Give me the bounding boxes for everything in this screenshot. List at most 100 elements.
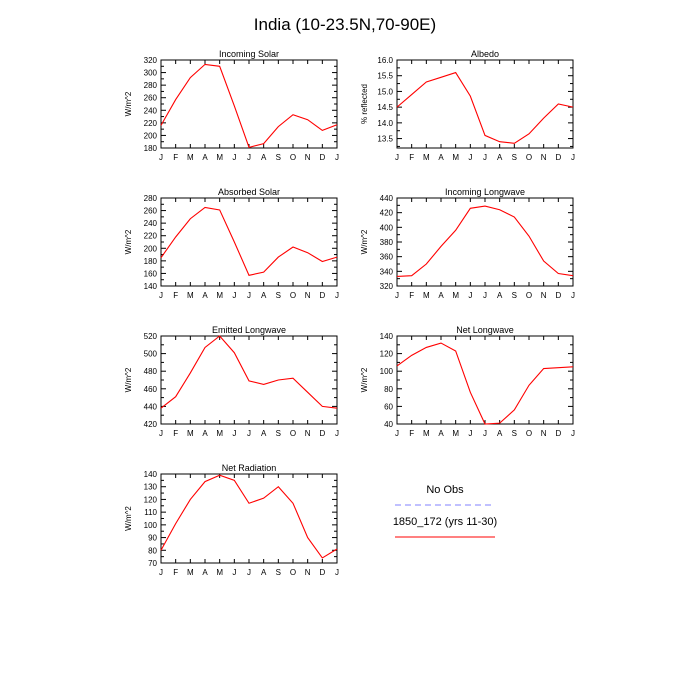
x-tick-label: N [541, 291, 547, 300]
x-tick-label: J [468, 291, 472, 300]
y-axis-label: W/m^2 [124, 506, 133, 531]
x-tick-label: O [290, 291, 296, 300]
x-tick-label: A [438, 429, 444, 438]
x-tick-label: A [497, 153, 503, 162]
x-tick-label: J [335, 291, 339, 300]
x-tick-label: J [483, 429, 487, 438]
y-tick-label: 120 [144, 495, 158, 504]
x-tick-label: F [173, 291, 178, 300]
panel-title: Albedo [471, 49, 499, 59]
x-tick-label: O [290, 153, 296, 162]
y-tick-label: 280 [144, 194, 158, 203]
x-tick-label: F [173, 568, 178, 577]
x-tick-label: A [202, 153, 208, 162]
x-tick-label: J [483, 291, 487, 300]
x-tick-label: J [159, 153, 163, 162]
x-tick-label: A [497, 429, 503, 438]
y-tick-label: 220 [144, 232, 158, 241]
x-tick-label: M [187, 291, 194, 300]
x-tick-label: J [232, 568, 236, 577]
x-tick-label: O [526, 429, 532, 438]
series-line [160, 206, 338, 276]
y-tick-label: 380 [380, 238, 394, 247]
plot-frame [396, 197, 574, 287]
y-tick-label: 240 [144, 106, 158, 115]
x-tick-label: J [335, 429, 339, 438]
x-tick-label: J [232, 153, 236, 162]
y-tick-label: 14.5 [377, 103, 393, 112]
x-tick-label: J [395, 153, 399, 162]
x-tick-label: J [159, 568, 163, 577]
x-tick-label: J [571, 291, 575, 300]
x-tick-label: M [216, 429, 223, 438]
y-tick-label: 13.5 [377, 135, 393, 144]
y-tick-label: 80 [384, 385, 393, 394]
x-tick-label: A [261, 153, 267, 162]
y-tick-label: 340 [380, 267, 394, 276]
x-tick-label: O [526, 291, 532, 300]
y-tick-label: 120 [380, 350, 394, 359]
x-tick-label: J [571, 429, 575, 438]
plot-frame [160, 197, 338, 287]
x-tick-label: J [247, 568, 251, 577]
x-tick-label: F [409, 153, 414, 162]
x-tick-label: J [483, 153, 487, 162]
y-tick-label: 240 [144, 219, 158, 228]
x-tick-label: J [468, 429, 472, 438]
y-tick-label: 320 [144, 56, 158, 65]
x-tick-label: M [187, 429, 194, 438]
y-axis-label: W/m^2 [124, 367, 133, 392]
y-tick-label: 440 [380, 194, 394, 203]
y-tick-label: 260 [144, 207, 158, 216]
x-tick-label: N [305, 429, 311, 438]
y-tick-label: 15.0 [377, 87, 393, 96]
y-tick-label: 80 [148, 546, 157, 555]
x-tick-label: J [247, 153, 251, 162]
panel-title: Emitted Longwave [212, 325, 286, 335]
y-tick-label: 320 [380, 282, 394, 291]
y-tick-label: 180 [144, 144, 158, 153]
y-tick-label: 500 [144, 350, 158, 359]
series-line [396, 205, 574, 278]
legend-label-obs: No Obs [426, 484, 464, 496]
panel-title: Incoming Longwave [445, 187, 525, 197]
legend-label-model: 1850_172 (yrs 11-30) [393, 516, 497, 528]
x-tick-label: A [202, 429, 208, 438]
x-tick-label: M [423, 153, 430, 162]
x-tick-label: M [187, 153, 194, 162]
figure-title: India (10-23.5N,70-90E) [254, 15, 436, 34]
y-tick-label: 180 [144, 257, 158, 266]
x-tick-label: F [409, 291, 414, 300]
panel-title: Incoming Solar [219, 49, 279, 59]
x-tick-label: M [187, 568, 194, 577]
plot-frame [160, 59, 338, 149]
x-tick-label: N [541, 429, 547, 438]
x-tick-label: J [395, 429, 399, 438]
x-tick-label: F [173, 429, 178, 438]
x-tick-label: S [276, 568, 281, 577]
x-tick-label: D [555, 291, 561, 300]
x-tick-label: M [452, 153, 459, 162]
x-tick-label: S [276, 429, 281, 438]
x-tick-label: M [216, 568, 223, 577]
series-line [160, 335, 338, 409]
y-tick-label: 200 [144, 244, 158, 253]
y-tick-label: 160 [144, 269, 158, 278]
x-tick-label: S [512, 291, 517, 300]
x-tick-label: A [438, 153, 444, 162]
y-tick-label: 300 [144, 69, 158, 78]
x-tick-label: M [452, 429, 459, 438]
x-tick-label: J [571, 153, 575, 162]
x-tick-label: N [305, 153, 311, 162]
x-tick-label: D [319, 153, 325, 162]
y-tick-label: 90 [148, 534, 157, 543]
